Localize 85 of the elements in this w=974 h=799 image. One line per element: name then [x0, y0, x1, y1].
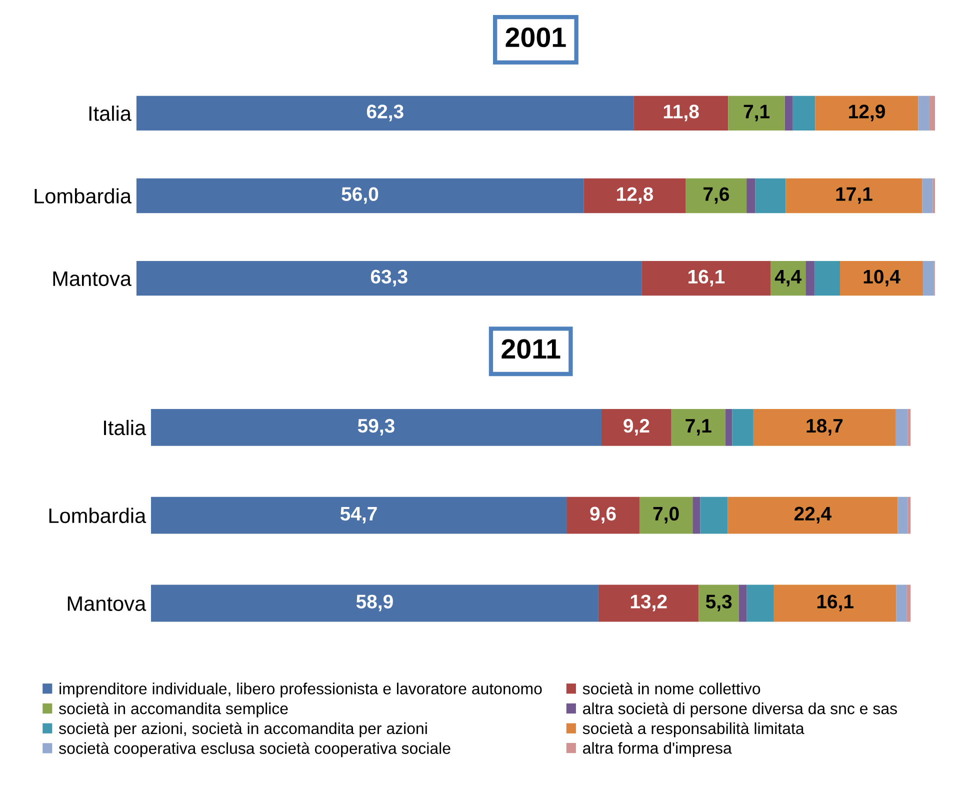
legend-label: altra forma d'impresa — [583, 742, 732, 757]
bar — [814, 260, 840, 296]
bar — [774, 584, 896, 622]
data-label: 7,6 — [704, 187, 730, 204]
bar — [136, 260, 642, 296]
bar — [922, 178, 933, 214]
y-tick-label: Italia — [104, 420, 146, 436]
data-label: 17,1 — [836, 187, 872, 204]
data-label: 11,8 — [664, 104, 699, 122]
bar — [908, 496, 911, 534]
bar — [601, 409, 672, 446]
legend-label: società a responsabilità limitata — [582, 722, 804, 738]
bar — [136, 96, 634, 131]
bar — [792, 96, 816, 131]
bar — [906, 584, 911, 622]
bar — [746, 584, 774, 622]
data-label: 5,3 — [706, 594, 732, 612]
bar — [692, 496, 700, 534]
bar — [932, 178, 936, 214]
bar — [700, 496, 728, 534]
bar — [642, 260, 771, 296]
data-label: 12,8 — [617, 187, 654, 204]
bar — [639, 496, 693, 534]
chart-title: 2011 — [502, 339, 560, 359]
bar — [584, 178, 686, 214]
data-label: 4,4 — [774, 270, 802, 286]
data-label: 22,4 — [794, 506, 832, 524]
legend-label: società per azioni, società in accomandita per azioni — [59, 722, 427, 738]
bar — [898, 496, 908, 534]
bar — [815, 96, 918, 131]
data-label: 63,3 — [370, 270, 408, 286]
data-label: 9,6 — [590, 506, 616, 524]
bar — [136, 178, 584, 214]
bar — [806, 260, 814, 296]
legend-label: società cooperativa esclusa società cooperativa sociale — [59, 742, 450, 758]
data-label: 16,1 — [817, 594, 854, 612]
chart-title: 2001 — [506, 28, 566, 48]
bar — [150, 496, 567, 534]
data-label: 13,2 — [630, 594, 667, 612]
y-tick-label: Italia — [89, 106, 132, 121]
bar — [686, 178, 747, 214]
bar — [896, 584, 907, 622]
legend-label: imprenditore individuale, libero professionista e lavoratore autonomo — [60, 682, 542, 698]
data-label: 9,2 — [624, 418, 650, 436]
data-label: 62,3 — [366, 104, 404, 122]
bar — [786, 178, 922, 214]
bar — [784, 96, 793, 131]
legend-label: società in nome collettivo — [582, 682, 760, 694]
data-label: 12,9 — [849, 104, 885, 122]
data-label: 10,4 — [864, 270, 900, 286]
data-label: 16,1 — [688, 270, 725, 286]
bar — [728, 96, 785, 131]
y-tick-label: Lombardia — [49, 508, 146, 524]
data-label: 7,1 — [686, 419, 712, 436]
bar — [728, 496, 898, 534]
legend-label: società in accomandita semplice — [59, 702, 288, 718]
bar — [929, 96, 936, 131]
bar — [746, 178, 756, 214]
data-label: 18,7 — [806, 418, 843, 436]
data-label: 56,0 — [342, 187, 378, 204]
data-label: 54,7 — [340, 507, 377, 524]
bar — [753, 409, 896, 446]
bar — [923, 260, 934, 296]
bar — [908, 409, 911, 446]
bar — [598, 584, 699, 622]
bar — [840, 260, 924, 296]
y-tick-label: Mantova — [68, 596, 146, 611]
data-label: 58,9 — [356, 594, 393, 612]
bar — [732, 409, 754, 446]
bar — [755, 178, 786, 214]
data-label: 7,0 — [653, 506, 679, 524]
bar — [895, 409, 908, 446]
bar — [150, 584, 598, 622]
bar — [738, 584, 747, 622]
data-label: 59,3 — [358, 418, 394, 436]
y-tick-label: Mantova — [53, 272, 132, 286]
bar — [671, 409, 726, 446]
bar — [566, 496, 640, 534]
y-tick-label: Lombardia — [34, 188, 132, 204]
bar — [725, 409, 732, 446]
data-label: 7,1 — [744, 104, 770, 122]
bar — [918, 96, 930, 131]
bar — [634, 96, 728, 131]
legend-label: altra società di persone diversa da snc e sas — [583, 702, 897, 718]
bar — [150, 409, 602, 446]
